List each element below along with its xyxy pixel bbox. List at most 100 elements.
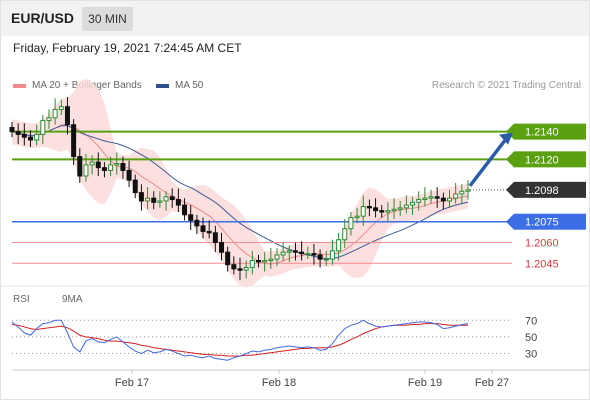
candle-body [95, 161, 101, 169]
symbol-label: EUR/USD [11, 10, 75, 26]
last-price-label-arrow [506, 181, 514, 198]
candle-body [231, 264, 237, 270]
candle-body [243, 266, 249, 271]
credit-text: Research © 2021 Trading Central [431, 80, 581, 91]
timeframe-button[interactable]: 30 MIN [82, 7, 133, 31]
candle-body [379, 210, 385, 213]
candle-body [138, 192, 144, 202]
resistance-label: 1.2120 [525, 154, 559, 166]
candle-body [175, 199, 181, 206]
candle-body [410, 201, 416, 206]
candle-body [58, 106, 64, 110]
candle-body [108, 164, 114, 171]
ma50-line [11, 125, 469, 260]
candle-body [40, 120, 46, 135]
candle-body [132, 179, 138, 194]
forecast-arrow-shaft [468, 136, 509, 187]
candle-body [120, 163, 126, 171]
candle-body [21, 133, 27, 138]
candle-body [280, 251, 286, 256]
bollinger-band-fill [12, 79, 468, 288]
candle-body [9, 126, 15, 133]
candle-body [403, 204, 409, 209]
candle-body [342, 228, 348, 241]
resistance-label-bg [514, 123, 586, 140]
candle-body [34, 133, 40, 141]
candle-body [397, 207, 403, 210]
candle-body [200, 225, 206, 232]
candle-body [219, 242, 225, 253]
candle-body [212, 232, 218, 244]
candle-body [317, 254, 323, 260]
legend-rsi-label: RSI [13, 294, 30, 305]
candle-body [169, 196, 175, 201]
candle-body [46, 117, 52, 122]
ma20-swatch [13, 83, 26, 88]
candle-body [101, 167, 107, 171]
last-price-label-bg [514, 181, 586, 198]
rsi-line [11, 319, 469, 361]
x-axis-tick-label: Feb 19 [408, 377, 442, 389]
candle-body [27, 136, 33, 141]
candle-body [163, 196, 169, 202]
support-label-arrow [506, 213, 514, 230]
candle-body [151, 197, 157, 203]
ma50-swatch [156, 83, 169, 88]
candle-body [323, 258, 329, 261]
rsi-tick-label: 50 [525, 332, 537, 344]
candle-body [15, 131, 21, 135]
candle-body [52, 108, 58, 119]
candle-body [237, 268, 243, 271]
candle-body [77, 156, 83, 177]
legend-ma50: MA 50 [156, 80, 203, 91]
candle-body [255, 260, 261, 263]
resistance-label-arrow [506, 123, 514, 140]
candle-body [360, 205, 366, 217]
candle-body [305, 253, 311, 256]
x-axis-tick-label: Feb 17 [115, 377, 149, 389]
rsi-tick-label: 30 [525, 349, 537, 361]
support-label: 1.2060 [525, 238, 559, 250]
forecast-arrow-head [499, 132, 513, 145]
candle-body [416, 199, 422, 203]
datetime-label: Friday, February 19, 2021 7:24:45 AM CET [13, 41, 242, 55]
candle-body [249, 260, 255, 268]
candle-body [447, 197, 453, 202]
candle-body [354, 215, 360, 219]
support-label: 1.2075 [525, 217, 559, 229]
candle-body [391, 208, 397, 212]
candle-body [336, 239, 342, 252]
candle-body [465, 189, 471, 192]
candle-body [89, 161, 95, 166]
candle-body [428, 196, 434, 199]
candle-body [268, 258, 274, 262]
candle-body [422, 197, 428, 201]
rsi-tick-label: 70 [525, 315, 537, 327]
candle-body [64, 106, 70, 126]
ma20-line [11, 123, 469, 265]
legend-ma50-label: MA 50 [175, 80, 204, 91]
candle-body [329, 250, 335, 260]
candle-body [434, 196, 440, 199]
candle-body [145, 197, 151, 202]
candle-body [126, 169, 132, 181]
candle-body [274, 254, 280, 260]
candle-body [299, 251, 305, 255]
candle-body [262, 260, 268, 263]
candle-body [114, 163, 120, 166]
candle-body [440, 197, 446, 202]
support-label: 1.2045 [525, 258, 559, 270]
candle-body [385, 210, 391, 213]
candle-body [225, 251, 231, 266]
legend-9ma: 9MA [62, 294, 83, 305]
candle-body [459, 190, 465, 195]
candle-body [453, 193, 459, 199]
resistance-label-bg [514, 151, 586, 168]
resistance-label: 1.2140 [525, 127, 559, 139]
last-price-label: 1.2098 [525, 185, 559, 197]
candle-body [311, 253, 317, 256]
candle-body [71, 124, 77, 158]
legend-9ma-label: 9MA [62, 294, 83, 305]
